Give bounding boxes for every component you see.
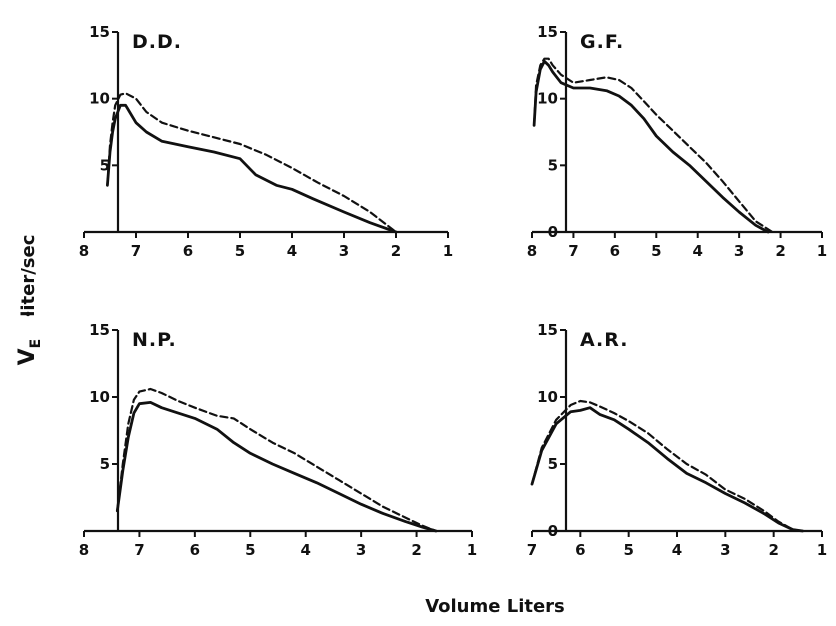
y-tick-label: 10 [89, 90, 110, 108]
solid-series-line [532, 59, 770, 234]
y-axis-subscript: E [28, 339, 44, 349]
x-tick-label: 2 [775, 242, 785, 260]
x-tick-label: 7 [527, 541, 537, 559]
y-tick-label: 10 [537, 90, 558, 108]
x-tick-label: 6 [190, 541, 200, 559]
x-tick-label: 6 [183, 242, 193, 260]
x-tick-label: 1 [817, 541, 827, 559]
panel-title: N.P. [132, 329, 177, 351]
y-axis-symbol: V [15, 348, 40, 365]
x-tick-label: 3 [734, 242, 744, 260]
panel-title: A.R. [580, 329, 628, 351]
x-tick-label: 7 [568, 242, 578, 260]
y-tick-label: 5 [548, 156, 558, 174]
dashed-series-line [532, 57, 774, 234]
x-tick-label: 8 [79, 541, 89, 559]
solid-series-line [106, 103, 398, 234]
x-tick-label: 3 [720, 541, 730, 559]
x-tick-label: 7 [134, 541, 144, 559]
svg-text:VEliter/sec: VEliter/sec [15, 235, 44, 366]
dashed-series-line [106, 92, 398, 234]
x-tick-label: 3 [356, 541, 366, 559]
x-tick-label: 6 [575, 541, 585, 559]
y-tick-label: 5 [100, 455, 110, 473]
y-tick-label: 5 [548, 455, 558, 473]
solid-series-line [115, 400, 438, 533]
x-tick-label: 7 [131, 242, 141, 260]
panel-title: D.D. [132, 31, 182, 53]
y-tick-label: 0 [548, 223, 558, 241]
x-tick-label: 2 [768, 541, 778, 559]
dashed-series-line [116, 387, 438, 533]
x-tick-label: 1 [443, 242, 453, 260]
y-axis-title: liter/sec [18, 235, 39, 317]
solid-series-line [530, 406, 805, 533]
y-tick-label: 5 [100, 156, 110, 174]
y-tick-label: 15 [537, 321, 558, 339]
x-tick-label: 2 [411, 541, 421, 559]
x-tick-label: 1 [467, 541, 477, 559]
x-tick-label: 6 [610, 242, 620, 260]
x-tick-label: 4 [692, 242, 702, 260]
x-tick-label: 1 [817, 242, 827, 260]
y-axis-title-group: VEliter/sec [15, 235, 44, 366]
x-tick-label: 2 [391, 242, 401, 260]
x-tick-label: 5 [623, 541, 633, 559]
panel-2: 0 5 10 15 8 7 6 5 4 3 2 1 G.F. [527, 23, 827, 260]
panel-3: 5 10 15 8 7 6 5 4 3 2 1 N.P. [79, 321, 477, 559]
panel-1: 5 10 15 8 7 6 5 4 3 2 1 D.D. [79, 23, 453, 260]
y-tick-label: 10 [537, 388, 558, 406]
x-tick-label: 8 [79, 242, 89, 260]
x-tick-label: 5 [245, 541, 255, 559]
y-tick-label: 15 [89, 23, 110, 41]
x-tick-label: 4 [672, 541, 682, 559]
panel-title: G.F. [580, 31, 624, 53]
x-tick-label: 5 [651, 242, 661, 260]
x-tick-label: 5 [235, 242, 245, 260]
y-axis-symbol-dot [25, 311, 31, 317]
y-tick-label: 15 [89, 321, 110, 339]
y-tick-label: 15 [537, 23, 558, 41]
x-tick-label: 4 [287, 242, 297, 260]
x-tick-label: 4 [300, 541, 310, 559]
x-tick-label: 8 [527, 242, 537, 260]
x-tick-label: 3 [339, 242, 349, 260]
dashed-series-line [530, 399, 804, 533]
y-tick-label: 10 [89, 388, 110, 406]
x-axis-title: Volume Liters [425, 596, 565, 617]
y-tick-label: 0 [548, 522, 558, 540]
panel-4: 0 5 10 15 7 6 5 4 3 2 1 A.R. [527, 321, 827, 559]
